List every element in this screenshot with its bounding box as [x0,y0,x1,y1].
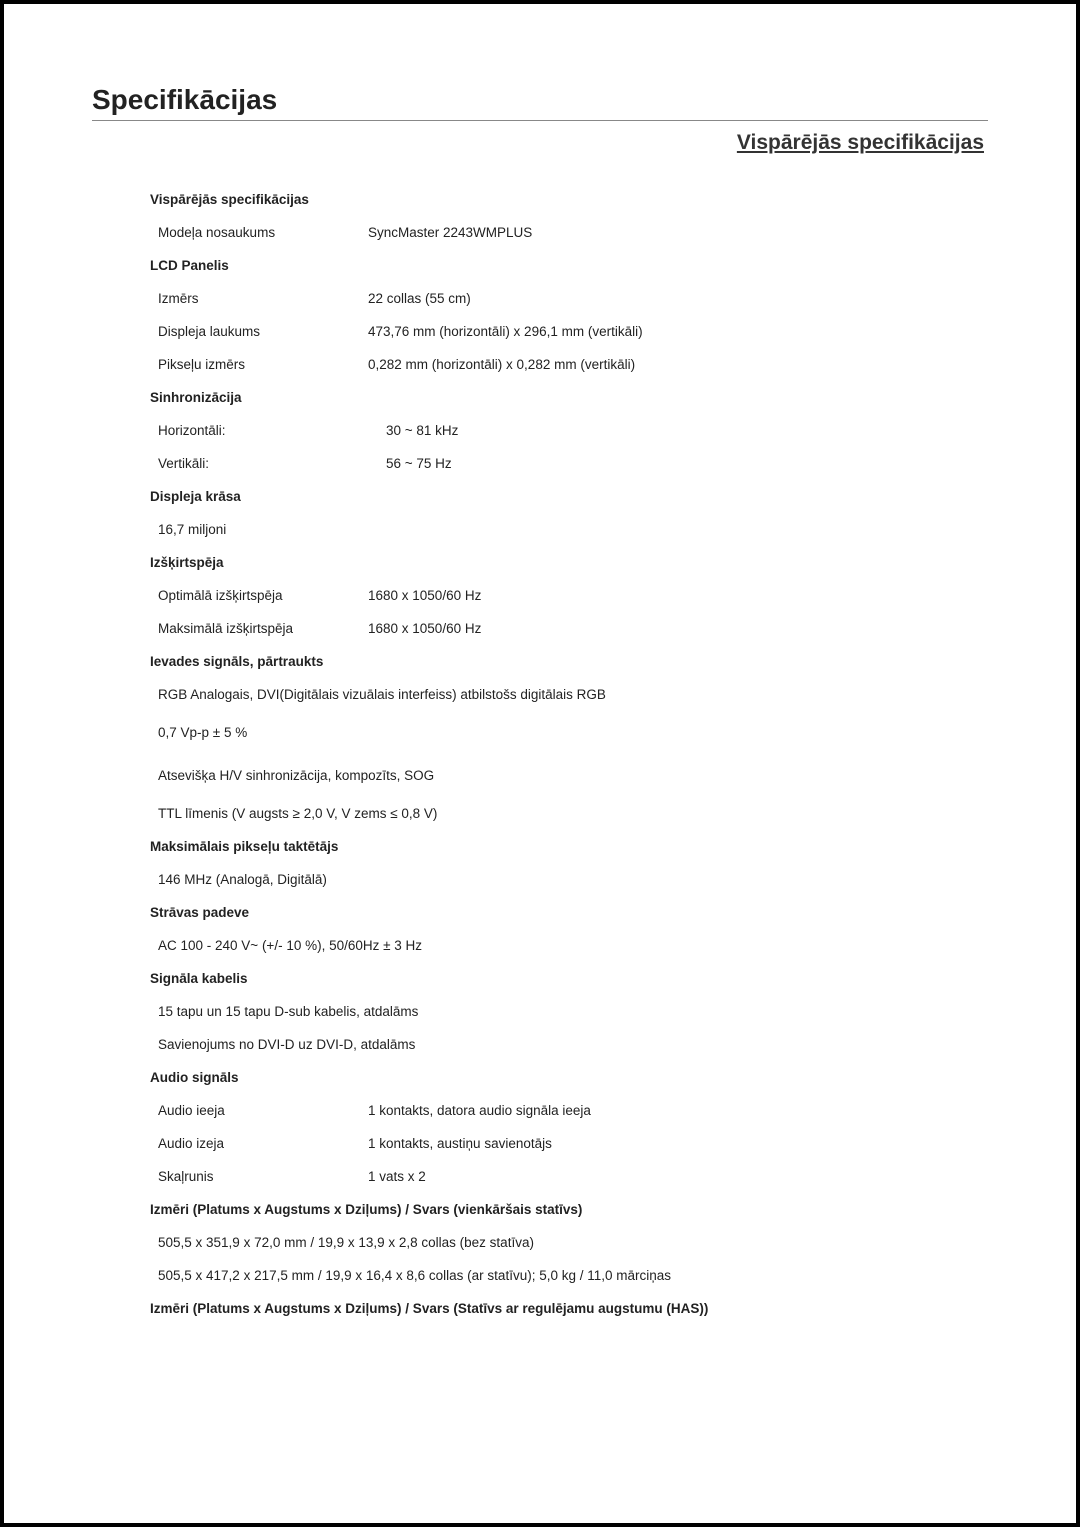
area-label: Displeja laukums [158,324,368,339]
section-lcd-heading: LCD Panelis [150,249,988,282]
row-res-max: Maksimālā izšķirtspēja 1680 x 1050/60 Hz [150,612,988,645]
model-label: Modeļa nosaukums [158,225,368,240]
row-pixel: Pikseļu izmērs 0,282 mm (horizontāli) x … [150,348,988,381]
area-value: 473,76 mm (horizontāli) x 296,1 mm (vert… [368,324,988,339]
row-model: Modeļa nosaukums SyncMaster 2243WMPLUS [150,216,988,249]
section-cable-heading: Signāla kabelis [150,962,988,995]
sync-h-value: 30 ~ 81 kHz [368,423,988,438]
section-power-heading: Strāvas padeve [150,896,988,929]
section-input-heading: Ievades signāls, pārtraukts [150,645,988,678]
row-area: Displeja laukums 473,76 mm (horizontāli)… [150,315,988,348]
section-resolution-heading: Izšķirtspēja [150,546,988,579]
cable-line1: 15 tapu un 15 tapu D-sub kabelis, atdalā… [150,995,988,1028]
power-value: AC 100 - 240 V~ (+/- 10 %), 50/60Hz ± 3 … [150,929,988,962]
audio-out-label: Audio izeja [158,1136,368,1151]
audio-spk-value: 1 vats x 2 [368,1169,988,1184]
page: Specifikācijas Vispārējās specifikācijas… [0,0,1080,1527]
input-line3: Atsevišķa H/V sinhronizācija, kompozīts,… [150,754,988,797]
section-dim-has-heading: Izmēri (Platums x Augstums x Dziļums) / … [150,1292,988,1325]
sync-h-label: Horizontāli: [158,423,368,438]
size-value: 22 collas (55 cm) [368,291,988,306]
input-line1: RGB Analogais, DVI(Digitālais vizuālais … [150,678,988,711]
section-audio-heading: Audio signāls [150,1061,988,1094]
page-subtitle: Vispārējās specifikācijas [92,131,988,155]
audio-in-label: Audio ieeja [158,1103,368,1118]
res-opt-value: 1680 x 1050/60 Hz [368,588,988,603]
color-value: 16,7 miljoni [150,513,988,546]
row-audio-in: Audio ieeja 1 kontakts, datora audio sig… [150,1094,988,1127]
section-sync-heading: Sinhronizācija [150,381,988,414]
pixelclock-value: 146 MHz (Analogā, Digitālā) [150,863,988,896]
pixel-label: Pikseļu izmērs [158,357,368,372]
res-max-value: 1680 x 1050/60 Hz [368,621,988,636]
audio-out-value: 1 kontakts, austiņu savienotājs [368,1136,988,1151]
spec-body: Vispārējās specifikācijas Modeļa nosauku… [150,183,988,1325]
sync-v-value: 56 ~ 75 Hz [368,456,988,471]
res-max-label: Maksimālā izšķirtspēja [158,621,368,636]
pixel-value: 0,282 mm (horizontāli) x 0,282 mm (verti… [368,357,988,372]
section-color-heading: Displeja krāsa [150,480,988,513]
audio-spk-label: Skaļrunis [158,1169,368,1184]
cable-line2: Savienojums no DVI-D uz DVI-D, atdalāms [150,1028,988,1061]
row-sync-v: Vertikāli: 56 ~ 75 Hz [150,447,988,480]
section-general-heading: Vispārējās specifikācijas [150,183,988,216]
row-size: Izmērs 22 collas (55 cm) [150,282,988,315]
dim-simple-line2: 505,5 x 417,2 x 217,5 mm / 19,9 x 16,4 x… [150,1259,988,1292]
row-sync-h: Horizontāli: 30 ~ 81 kHz [150,414,988,447]
model-value: SyncMaster 2243WMPLUS [368,225,988,240]
audio-in-value: 1 kontakts, datora audio signāla ieeja [368,1103,988,1118]
section-dim-simple-heading: Izmēri (Platums x Augstums x Dziļums) / … [150,1193,988,1226]
dim-simple-line1: 505,5 x 351,9 x 72,0 mm / 19,9 x 13,9 x … [150,1226,988,1259]
input-line4: TTL līmenis (V augsts ≥ 2,0 V, V zems ≤ … [150,797,988,830]
row-audio-out: Audio izeja 1 kontakts, austiņu savienot… [150,1127,988,1160]
section-pixelclock-heading: Maksimālais pikseļu taktētājs [150,830,988,863]
row-audio-spk: Skaļrunis 1 vats x 2 [150,1160,988,1193]
res-opt-label: Optimālā izšķirtspēja [158,588,368,603]
sync-v-label: Vertikāli: [158,456,368,471]
input-line2: 0,7 Vp-p ± 5 % [150,711,988,754]
size-label: Izmērs [158,291,368,306]
row-res-opt: Optimālā izšķirtspēja 1680 x 1050/60 Hz [150,579,988,612]
page-title: Specifikācijas [92,84,988,121]
